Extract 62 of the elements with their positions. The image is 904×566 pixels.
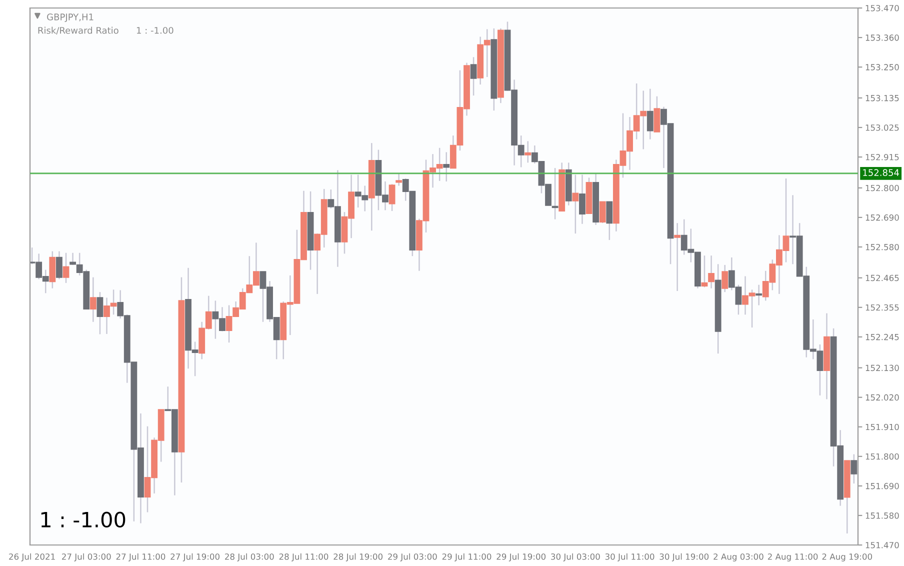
- y-tick-label: 152.245: [866, 334, 899, 340]
- candlestick: [579, 174, 586, 224]
- y-tick-label: 152.915: [866, 154, 899, 160]
- x-tick-label: 28 Jul 19:00: [334, 553, 383, 562]
- x-tick-label: 27 Jul 03:00: [62, 553, 111, 562]
- x-tick-label: 2 Aug 03:00: [714, 553, 764, 562]
- annotation: 1 : -1.00: [41, 512, 126, 528]
- candlestick: [701, 254, 708, 288]
- candlestick: [606, 200, 613, 241]
- x-tick-label: 30 Jul 03:00: [551, 553, 600, 562]
- candlestick: [396, 173, 402, 186]
- x-tick-label: 27 Jul 11:00: [116, 553, 166, 562]
- candlestick: [443, 152, 450, 182]
- y-tick-label: 151.910: [866, 424, 899, 430]
- candlestick: [62, 252, 70, 284]
- y-tick-label: 151.690: [866, 482, 899, 490]
- y-tick-label: 151.580: [866, 512, 899, 519]
- y-tick-label: 153.250: [866, 64, 899, 70]
- y-tick-label: 152.690: [866, 214, 899, 221]
- candlestick: [708, 254, 714, 289]
- candlestick: [654, 96, 660, 132]
- x-tick-label: 29 Jul 19:00: [496, 553, 546, 562]
- y-tick-label: 153.360: [866, 34, 899, 41]
- y-tick-label: 152.130: [866, 364, 899, 372]
- candlestick: [646, 88, 654, 140]
- candlestick: [56, 250, 62, 280]
- candlestick: [756, 284, 762, 306]
- y-tick-label: 151.470: [866, 542, 899, 548]
- text: GBPJPY,H1: [47, 14, 94, 22]
- candlestick: [524, 140, 532, 164]
- x-tick-label: 28 Jul 03:00: [225, 553, 274, 562]
- candlestick: [674, 222, 681, 292]
- ref-line-label: 152.854: [863, 169, 899, 176]
- y-tick-label: 152.355: [866, 304, 899, 311]
- x-tick-label: 28 Jul 11:00: [279, 553, 328, 562]
- candlestick: [96, 291, 104, 335]
- candlestick: [70, 252, 76, 266]
- text: Risk/Reward Ratio: [38, 26, 118, 34]
- x-tick-label: 2 Aug 11:00: [768, 553, 818, 562]
- x-tick-label: 26 Jul 2021: [9, 553, 55, 562]
- candlestick: [552, 167, 558, 220]
- x-tick-label: 30 Jul 19:00: [660, 553, 709, 562]
- y-tick-label: 152.465: [866, 274, 899, 282]
- x-tick-label: 2 Aug 19:00: [822, 553, 872, 562]
- x-tick-label: 29 Jul 11:00: [442, 553, 492, 562]
- candlestick: [388, 184, 396, 212]
- y-tick-label: 151.800: [866, 453, 899, 460]
- x-tick-label: 27 Jul 19:00: [170, 553, 220, 562]
- x-tick-label: 29 Jul 03:00: [388, 553, 437, 562]
- candlestick: [470, 56, 477, 96]
- x-tick-label: 30 Jul 11:00: [605, 553, 654, 562]
- candlestick: [572, 174, 579, 234]
- y-tick-label: 152.020: [866, 394, 899, 401]
- y-tick-label: 153.470: [866, 4, 899, 12]
- candlestick: [90, 276, 96, 322]
- candlestick: [599, 201, 606, 224]
- annotation: 1 : -1.00: [136, 26, 174, 34]
- y-tick-label: 153.135: [866, 94, 899, 102]
- candlestick: [722, 264, 728, 293]
- y-tick-label: 153.025: [866, 124, 899, 131]
- y-tick-label: 152.800: [866, 184, 899, 192]
- y-tick-label: 152.580: [866, 244, 899, 250]
